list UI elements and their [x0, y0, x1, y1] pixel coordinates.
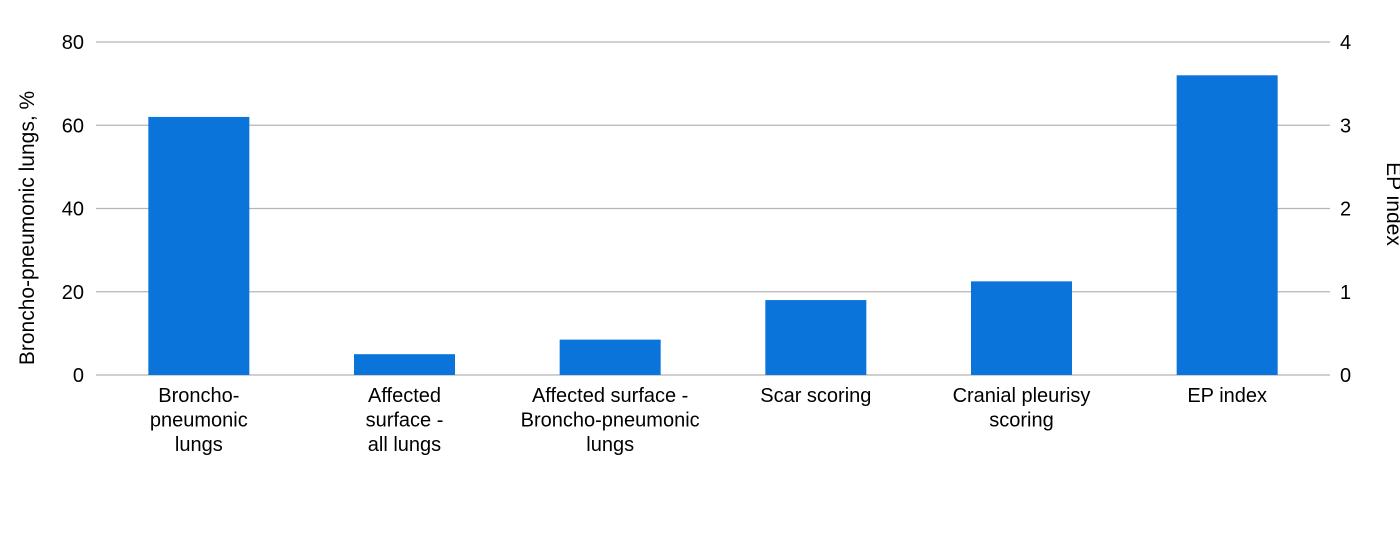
- bars: [148, 75, 1278, 376]
- right-tick-label: 2: [1340, 199, 1351, 221]
- right-axis-title: EP index: [1382, 162, 1400, 246]
- left-axis-ticks: 0 20 40 60 80: [62, 32, 84, 387]
- category-labels: Broncho-pneumonic lungs Affected surface -a…: [150, 385, 1267, 456]
- left-tick-label: 40: [62, 199, 84, 221]
- bar: [148, 116, 250, 376]
- left-tick-label: 80: [62, 32, 84, 54]
- category-label: Cranial pleurisy scoring: [953, 385, 1091, 432]
- right-tick-label: 1: [1340, 282, 1351, 304]
- bar: [354, 354, 455, 375]
- category-label: Affected surface -Broncho-pneumonic lungs: [521, 385, 700, 456]
- right-tick-label: 4: [1340, 32, 1351, 54]
- category-label: Scar scoring: [760, 385, 871, 407]
- right-tick-label: 0: [1340, 365, 1351, 387]
- right-axis-ticks: 0 1 2 3 4: [1340, 32, 1351, 387]
- bar: [1176, 75, 1278, 376]
- bar: [971, 281, 1072, 375]
- category-label: EP index: [1187, 385, 1267, 407]
- bar: [765, 300, 867, 375]
- left-axis-title: Broncho-pneumonic lungs, %: [16, 91, 39, 365]
- category-label: Affected surface -all lungs: [366, 385, 444, 456]
- bar: [559, 339, 661, 375]
- left-tick-label: 0: [73, 365, 84, 387]
- left-tick-label: 20: [62, 282, 84, 304]
- left-tick-label: 60: [62, 115, 84, 137]
- category-label: Broncho-pneumonic lungs: [150, 385, 248, 456]
- gridlines: [96, 41, 1330, 376]
- right-tick-label: 3: [1340, 115, 1351, 137]
